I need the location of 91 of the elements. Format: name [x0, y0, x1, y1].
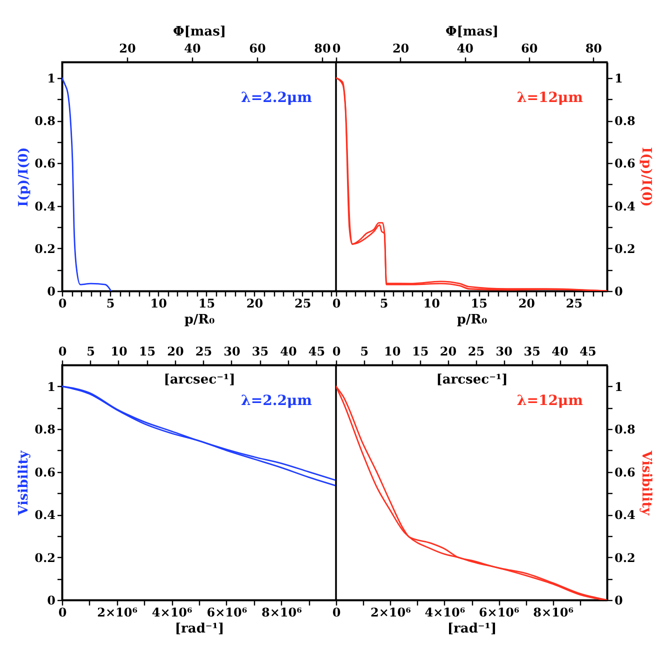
x-tick-label: 15: [198, 296, 216, 310]
y-tick-label: 0.4: [614, 508, 636, 522]
x-tick-label: 2×10⁶: [370, 606, 411, 620]
x2-tick-label: 0: [332, 42, 341, 56]
x2-tick-label: 20: [119, 42, 136, 56]
y-tick-label: 0.2: [614, 242, 636, 256]
x2-tick-label: 10: [384, 344, 401, 358]
x-axis-title: p/R₀: [456, 312, 488, 328]
y-tick-label: 0.8: [614, 114, 636, 128]
y-axis-title: Visibility: [16, 450, 32, 516]
y-tick-label: 0.4: [34, 508, 56, 522]
x-tick-label: 4×10⁶: [424, 606, 466, 620]
x-tick-label: 20: [518, 296, 536, 310]
x2-tick-label: 30: [224, 344, 240, 358]
x2-tick-label: 40: [456, 42, 474, 56]
y-tick-label: 0: [614, 594, 623, 608]
y-tick-label: 0.6: [614, 465, 636, 480]
x-tick-label: 25: [566, 296, 583, 310]
y-tick-label: 1: [47, 71, 56, 86]
x-tick-label: 6×10⁶: [206, 606, 248, 620]
x2-tick-label: 45: [580, 344, 596, 358]
annotation: λ=12μm: [516, 393, 584, 409]
y-tick-label: 1: [614, 380, 623, 394]
x2-tick-label: 20: [440, 344, 457, 358]
x2-tick-label: 60: [521, 42, 538, 56]
annotation: λ=2.2μm: [241, 90, 312, 106]
x-tick-label: 0: [58, 296, 67, 310]
x2-axis-title: [arcsec⁻¹]: [164, 372, 236, 388]
y-tick-label: 0.2: [614, 550, 636, 565]
x2-tick-label: 80: [314, 42, 331, 56]
x-tick-label: 0: [332, 606, 341, 620]
x2-tick-label: 5: [360, 344, 369, 358]
y-tick-label: 0.2: [34, 242, 56, 256]
x2-tick-label: 35: [252, 344, 269, 358]
x-tick-label: 0: [332, 296, 341, 310]
y-tick-label: 0.4: [614, 199, 636, 214]
x-axis-title: [rad⁻¹]: [447, 622, 497, 636]
y-tick-label: 0.6: [34, 156, 56, 171]
x-tick-label: 10: [423, 296, 440, 310]
x2-tick-label: 60: [249, 42, 266, 56]
x2-tick-label: 5: [86, 344, 95, 358]
x-tick-label: 8×10⁶: [262, 606, 302, 620]
x2-axis-title: Φ[mas]: [172, 24, 226, 40]
x-tick-label: 5: [106, 296, 115, 310]
x2-tick-label: 20: [167, 344, 184, 358]
x2-tick-label: 40: [280, 344, 297, 358]
y-tick-label: 1: [47, 380, 56, 394]
y-tick-label: 0.6: [614, 156, 636, 171]
x-tick-label: 0: [58, 606, 67, 620]
x2-tick-label: 30: [496, 344, 512, 358]
x2-tick-label: 40: [184, 42, 201, 56]
y-axis-title: I(p)/I(0): [638, 147, 654, 207]
x-tick-label: 10: [150, 296, 167, 310]
x2-tick-label: 0: [58, 344, 67, 358]
x-axis-title: p/R₀: [184, 312, 215, 328]
y-tick-label: 0.4: [34, 199, 56, 214]
x2-tick-label: 20: [392, 42, 410, 56]
annotation: λ=2.2μm: [241, 393, 312, 409]
y-tick-label: 0.6: [34, 465, 56, 480]
x2-tick-label: 25: [195, 344, 212, 358]
x2-tick-label: 80: [585, 42, 602, 56]
y-tick-label: 0.8: [34, 114, 56, 128]
x-tick-label: 25: [294, 296, 312, 310]
x-tick-label: 20: [246, 296, 264, 310]
x2-tick-label: 40: [552, 344, 568, 358]
annotation: λ=12μm: [516, 90, 584, 106]
y-tick-label: 0: [47, 284, 56, 298]
x-axis-title: [rad⁻¹]: [174, 622, 224, 636]
x-tick-label: 2×10⁶: [97, 606, 138, 620]
x2-tick-label: 0: [332, 344, 341, 358]
y-tick-label: 0.8: [34, 422, 56, 437]
x2-tick-label: 15: [412, 344, 429, 358]
y-tick-label: 0: [47, 594, 56, 608]
y-tick-label: 0: [614, 284, 623, 298]
y-axis-title: I(p)/I(0): [16, 147, 32, 207]
y-tick-label: 0.8: [614, 422, 636, 437]
x-tick-label: 15: [470, 296, 488, 310]
y-tick-label: 1: [614, 71, 623, 86]
x2-tick-label: 25: [468, 344, 485, 358]
x2-tick-label: 45: [308, 344, 326, 358]
x-tick-label: 8×10⁶: [533, 606, 574, 620]
x2-axis-title: Φ[mas]: [445, 24, 499, 40]
y-tick-label: 0.2: [34, 550, 56, 565]
x-tick-label: 5: [380, 296, 388, 310]
x-tick-label: 4×10⁶: [152, 606, 192, 620]
x-tick-label: 6×10⁶: [478, 606, 520, 620]
x2-tick-label: 35: [524, 344, 540, 358]
x2-tick-label: 15: [138, 344, 156, 358]
x2-tick-label: 10: [110, 344, 128, 358]
y-axis-title: Visibility: [638, 450, 654, 516]
x2-axis-title: [arcsec⁻¹]: [436, 372, 508, 388]
